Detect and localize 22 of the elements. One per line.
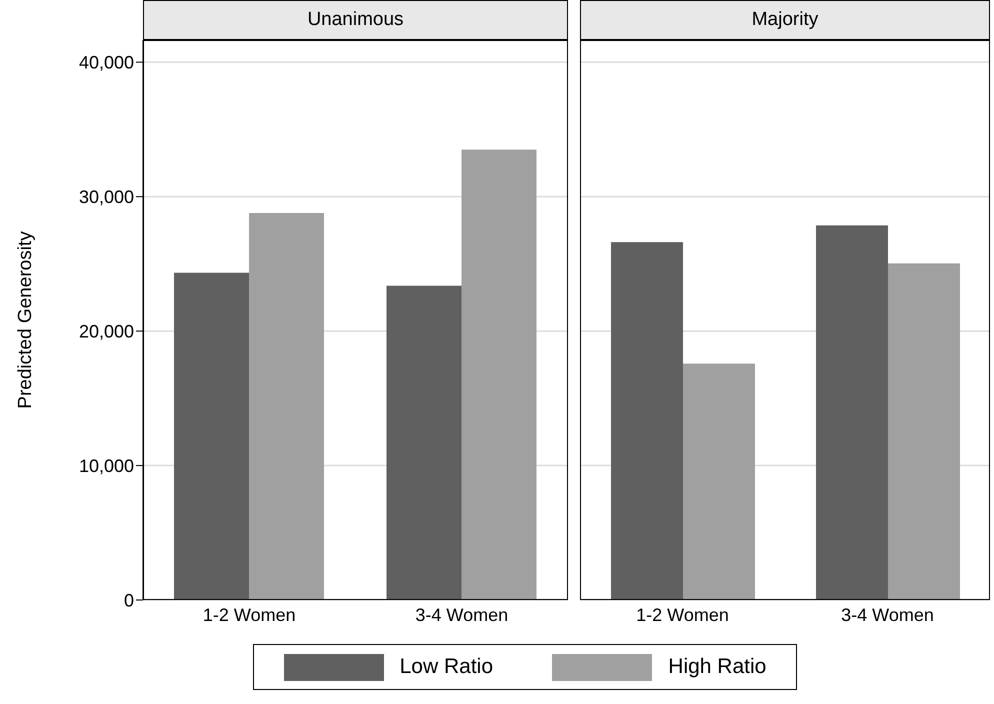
legend-label: Low Ratio xyxy=(400,655,494,679)
bar xyxy=(683,364,755,600)
y-tick-label: 30,000 xyxy=(78,187,134,208)
bar xyxy=(249,213,324,600)
y-tick-label: 40,000 xyxy=(78,52,134,73)
bar xyxy=(611,242,683,600)
bar xyxy=(462,150,536,600)
legend-label: High Ratio xyxy=(668,655,766,679)
chart-title: Unanimous xyxy=(143,0,568,40)
x-tick-label: 3-4 Women xyxy=(415,604,508,625)
y-axis-title: Predicted Generosity xyxy=(15,231,37,409)
bar xyxy=(386,286,462,600)
x-tick-label: 1-2 Women xyxy=(202,604,296,625)
bar xyxy=(816,225,888,600)
chart-title: Majority xyxy=(580,0,990,40)
y-tick-label: 0 xyxy=(124,590,134,610)
y-tick-label: 20,000 xyxy=(78,321,134,342)
bar xyxy=(174,272,249,600)
y-tick-label: 10,000 xyxy=(78,456,134,476)
x-tick-label: 3-4 Women xyxy=(841,604,934,625)
bar xyxy=(888,263,960,600)
x-tick-label: 1-2 Women xyxy=(636,604,729,625)
